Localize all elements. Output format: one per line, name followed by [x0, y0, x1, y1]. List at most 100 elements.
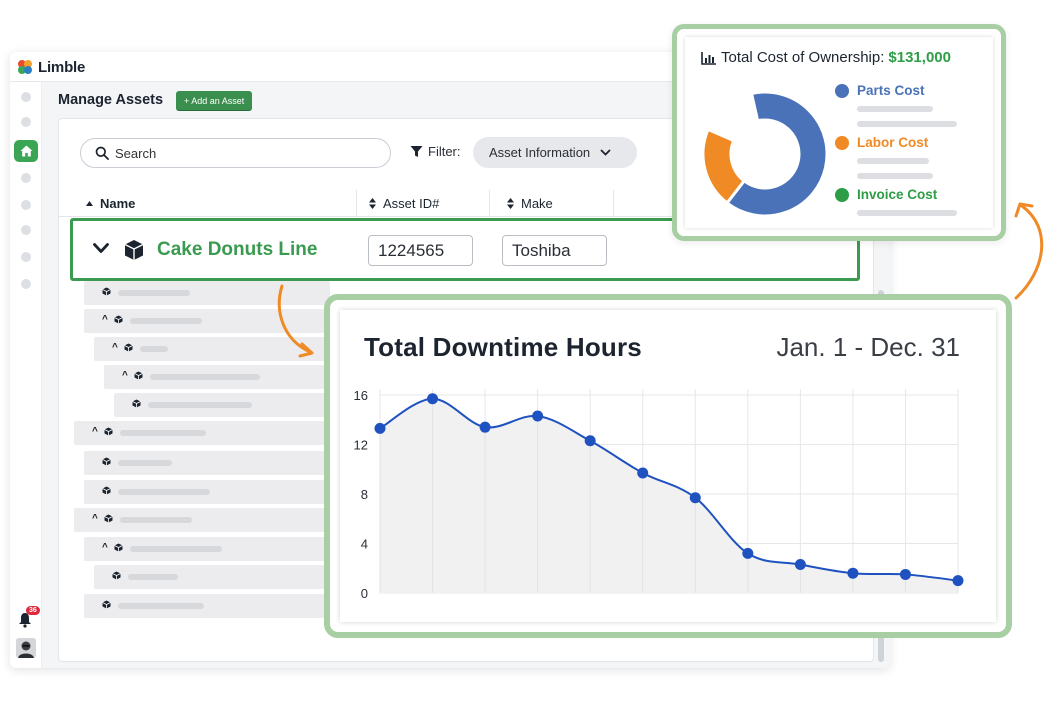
chevron-up-icon[interactable]: ^ — [122, 370, 128, 381]
placeholder-line — [118, 290, 190, 296]
bar-chart-icon — [701, 51, 716, 65]
placeholder-line — [118, 489, 210, 495]
filter-label-text: Filter: — [428, 144, 461, 159]
downtime-card: Total Downtime Hours Jan. 1 - Dec. 31 0 4… — [324, 294, 1012, 638]
data-point[interactable] — [374, 422, 386, 434]
column-header-label: Asset ID# — [383, 195, 440, 211]
cost-title-text: Total Cost of Ownership: — [721, 49, 885, 66]
search-input[interactable]: Search — [80, 138, 391, 168]
list-item[interactable]: ^ — [74, 508, 330, 532]
data-point[interactable] — [847, 567, 859, 579]
list-item[interactable]: ^ — [84, 537, 330, 561]
asset-cube-icon — [112, 571, 121, 580]
chevron-up-icon[interactable]: ^ — [112, 342, 118, 353]
limble-logo[interactable]: Limble — [16, 58, 85, 76]
filter-label: Filter: — [410, 144, 461, 159]
asset-cube-icon — [124, 240, 144, 260]
list-item[interactable] — [84, 451, 330, 475]
data-point[interactable] — [689, 492, 701, 504]
placeholder-line — [118, 460, 172, 466]
asset-cube-icon — [114, 315, 123, 324]
rail-item[interactable] — [21, 200, 31, 210]
placeholder-line — [140, 346, 168, 352]
legend-invoice-cost: Invoice Cost — [835, 187, 937, 202]
filter-icon — [410, 146, 423, 157]
avatar-image — [16, 638, 36, 658]
data-point[interactable] — [584, 435, 596, 447]
asset-id-field[interactable]: 1224565 — [368, 235, 473, 266]
chevron-up-icon[interactable]: ^ — [102, 542, 108, 553]
cost-donut-chart — [701, 90, 829, 218]
chevron-up-icon[interactable]: ^ — [102, 314, 108, 325]
home-button[interactable] — [14, 140, 38, 162]
placeholder-line — [150, 374, 260, 380]
column-header-make[interactable]: Make — [507, 190, 553, 216]
data-point[interactable] — [637, 467, 649, 479]
arrow-to-cost-card — [1014, 202, 1044, 300]
legend-label: Labor Cost — [857, 135, 929, 150]
rail-item[interactable] — [21, 252, 31, 262]
placeholder-line — [148, 402, 252, 408]
placeholder-line — [120, 517, 192, 523]
data-point[interactable] — [479, 421, 491, 433]
asset-name[interactable]: Cake Donuts Line — [157, 239, 318, 260]
cost-of-ownership-card: Total Cost of Ownership: $131,000 Parts … — [672, 24, 1006, 241]
chevron-down-icon[interactable] — [93, 243, 109, 254]
legend-parts-cost: Parts Cost — [835, 83, 925, 98]
filter-dropdown[interactable]: Asset Information — [473, 137, 637, 168]
asset-cube-icon — [104, 514, 113, 523]
rail-item[interactable] — [21, 117, 31, 127]
cost-card-title: Total Cost of Ownership: $131,000 — [701, 49, 951, 66]
cost-amount: $131,000 — [888, 49, 951, 66]
placeholder-line — [128, 574, 178, 580]
donut-slice-invoice-cost — [706, 91, 760, 143]
list-item[interactable]: ^ — [84, 309, 330, 333]
data-point[interactable] — [952, 575, 964, 587]
list-item[interactable]: ^ — [104, 365, 330, 389]
data-point[interactable] — [899, 568, 911, 580]
asset-cube-icon — [134, 371, 143, 380]
downtime-line-chart: 0 4 8 12 16 — [354, 388, 964, 601]
bell-icon — [19, 613, 31, 628]
placeholder-line — [130, 318, 202, 324]
data-point[interactable] — [794, 559, 806, 571]
chevron-up-icon[interactable]: ^ — [92, 513, 98, 524]
sort-icon — [507, 197, 514, 209]
data-point[interactable] — [742, 547, 754, 559]
asset-cube-icon — [102, 486, 111, 495]
chevron-up-icon[interactable]: ^ — [92, 426, 98, 437]
arrow-to-chart — [277, 284, 314, 358]
avatar[interactable] — [16, 638, 36, 658]
page-title: Manage Assets — [58, 92, 164, 108]
list-item[interactable]: ^ — [74, 421, 330, 445]
home-icon — [20, 145, 32, 157]
rail-item[interactable] — [21, 92, 31, 102]
placeholder-line — [130, 546, 222, 552]
rail-item[interactable] — [21, 279, 31, 289]
rail-item[interactable] — [21, 225, 31, 235]
notifications-button[interactable] — [17, 612, 33, 633]
column-header-name[interactable]: Name — [86, 190, 135, 216]
list-item[interactable] — [84, 480, 330, 504]
add-asset-button[interactable]: + Add an Asset — [176, 91, 253, 110]
y-tick-label: 4 — [361, 537, 368, 552]
y-tick-label: 8 — [361, 487, 368, 502]
placeholder-line — [857, 158, 929, 164]
filter-selected: Asset Information — [489, 145, 591, 160]
asset-cube-icon — [102, 600, 111, 609]
placeholder-line — [118, 603, 204, 609]
data-point[interactable] — [427, 393, 439, 405]
chart-title: Total Downtime Hours — [364, 332, 642, 362]
chart-date-range: Jan. 1 - Dec. 31 — [776, 332, 960, 362]
asset-make-field[interactable]: Toshiba — [502, 235, 607, 266]
rail-item[interactable] — [21, 173, 31, 183]
list-item[interactable] — [94, 565, 330, 589]
column-header-asset-id[interactable]: Asset ID# — [369, 190, 439, 216]
list-item[interactable] — [84, 281, 330, 305]
column-header-label: Make — [521, 195, 553, 211]
list-item[interactable] — [114, 393, 330, 417]
list-item[interactable] — [84, 594, 330, 618]
brand-name: Limble — [38, 58, 86, 76]
list-item[interactable]: ^ — [94, 337, 330, 361]
data-point[interactable] — [532, 410, 544, 422]
